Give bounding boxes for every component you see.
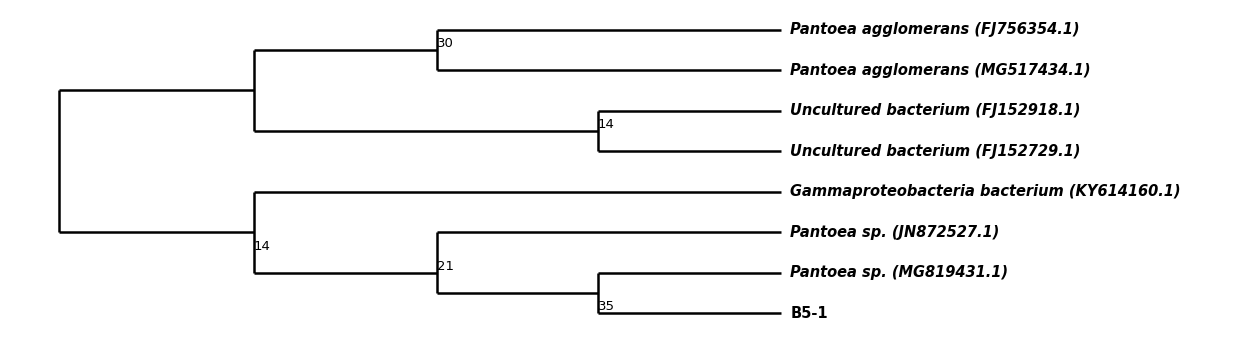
Text: Uncultured bacterium (FJ152729.1): Uncultured bacterium (FJ152729.1) <box>790 144 1080 159</box>
Text: Pantoea sp. (MG819431.1): Pantoea sp. (MG819431.1) <box>790 265 1008 280</box>
Text: 14: 14 <box>598 118 615 131</box>
Text: B5-1: B5-1 <box>790 306 828 321</box>
Text: 21: 21 <box>436 260 454 273</box>
Text: 30: 30 <box>436 37 454 50</box>
Text: 35: 35 <box>598 300 615 313</box>
Text: 14: 14 <box>254 239 270 252</box>
Text: Pantoea agglomerans (FJ756354.1): Pantoea agglomerans (FJ756354.1) <box>790 22 1080 37</box>
Text: Uncultured bacterium (FJ152918.1): Uncultured bacterium (FJ152918.1) <box>790 103 1080 118</box>
Text: Pantoea sp. (JN872527.1): Pantoea sp. (JN872527.1) <box>790 225 999 240</box>
Text: Gammaproteobacteria bacterium (KY614160.1): Gammaproteobacteria bacterium (KY614160.… <box>790 184 1180 199</box>
Text: Pantoea agglomerans (MG517434.1): Pantoea agglomerans (MG517434.1) <box>790 63 1091 78</box>
